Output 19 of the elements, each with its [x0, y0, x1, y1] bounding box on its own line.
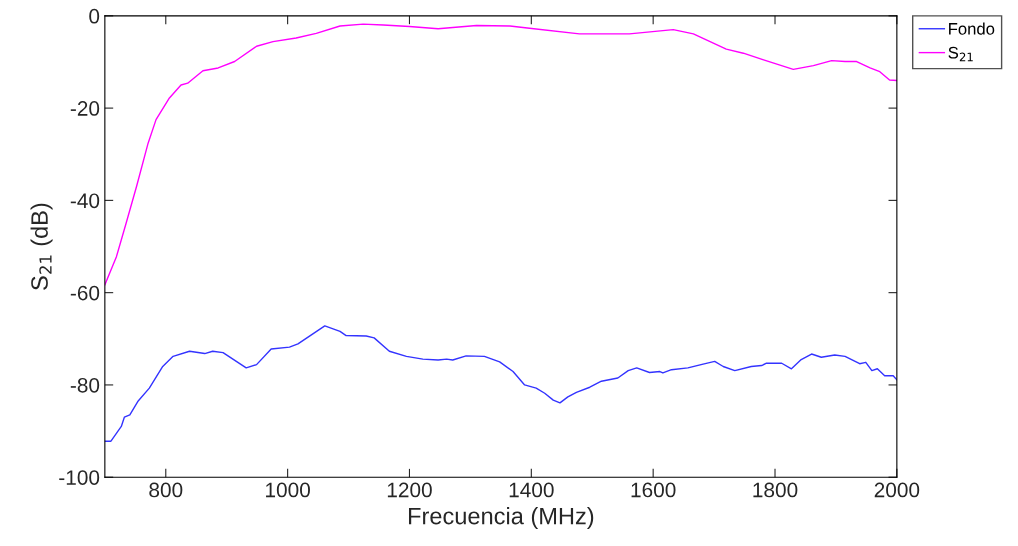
x-tick-label: 1200	[387, 482, 432, 498]
x-tick-label: 1400	[509, 482, 554, 498]
x-tick-label: 1800	[753, 482, 798, 498]
legend-label: S$_{21}$	[948, 46, 973, 62]
y-tick-label: -100	[59, 470, 100, 485]
legend-label: Fondo	[949, 22, 995, 35]
y-tick-label: -40	[70, 193, 100, 209]
y-tick-label: -80	[70, 377, 100, 393]
x-axis-title: Frecuencia (MHz)	[408, 507, 594, 530]
x-tick-label: 1600	[631, 482, 676, 498]
x-tick-label: 2000	[874, 482, 920, 498]
y-tick-label: 0	[89, 8, 100, 24]
y-tick-label: -20	[70, 101, 100, 116]
line-series	[104, 23, 897, 286]
y-tick-label: -60	[70, 285, 100, 301]
x-tick-label: 1000	[266, 482, 310, 498]
line-series	[104, 325, 897, 442]
x-tick-label: 800	[149, 482, 183, 498]
y-axis-title: S$_{21}$ (dB)	[30, 203, 53, 290]
